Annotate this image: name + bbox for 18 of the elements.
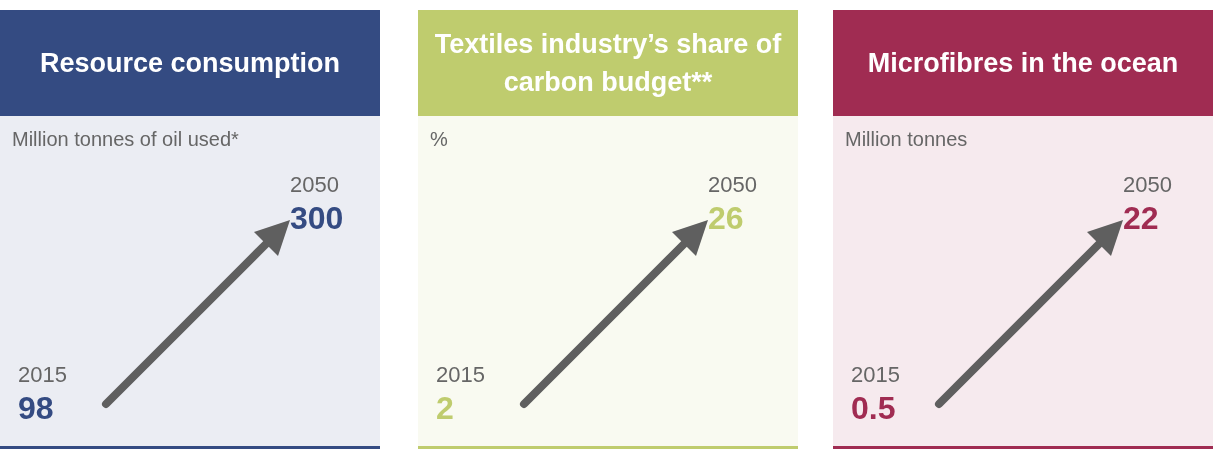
category-label: 2050 [708, 172, 757, 198]
text: Million tonnes of oil used* [12, 128, 239, 151]
data-label: 300 [290, 199, 344, 238]
data-label: 98 [18, 389, 55, 428]
text: Microfibres in the ocean [867, 47, 1179, 80]
category-label: 2015 [436, 362, 485, 388]
category-label: 2015 [851, 362, 900, 388]
text: % [430, 128, 448, 151]
data-label: 26 [708, 199, 745, 238]
data-label: 22 [1123, 199, 1160, 238]
data-label: 2 [436, 389, 455, 428]
text: Resource consumption [39, 47, 341, 80]
category-label: 2015 [18, 362, 67, 388]
data-label: 0.5 [851, 389, 897, 428]
category-label: 2050 [1123, 172, 1172, 198]
text: Million tonnes [845, 128, 968, 151]
text: Textiles industry’s share of carbon budget** [433, 28, 783, 99]
category-label: 2050 [290, 172, 340, 198]
